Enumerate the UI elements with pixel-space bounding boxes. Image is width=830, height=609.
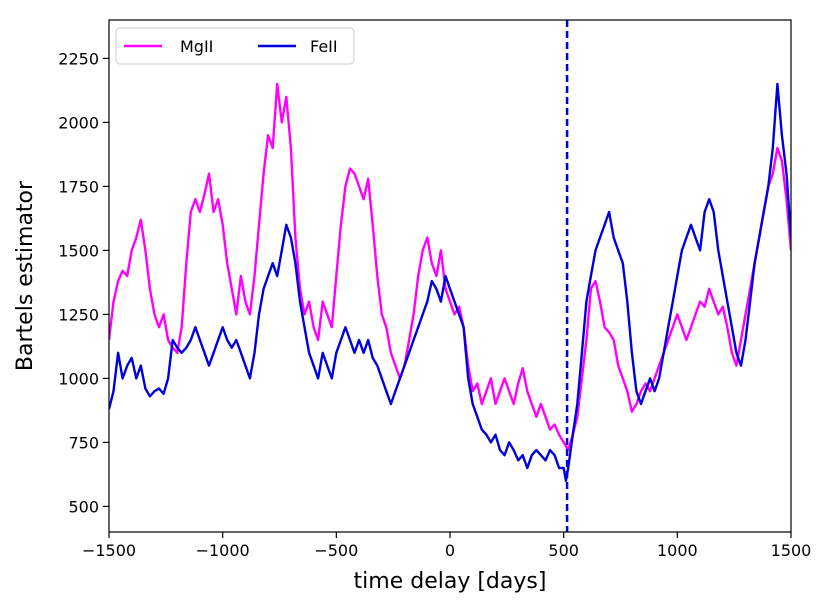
x-axis: −1500 −1000 −500 0 500 1000 1500 [82,532,811,560]
y-tick-label: 1250 [58,305,99,324]
y-tick-label: 750 [68,433,99,452]
x-axis-title: time delay [days] [354,569,547,594]
x-tick-label: −1000 [196,541,250,560]
series-line-feii [109,82,791,482]
legend-label-mgii: MgII [180,37,213,56]
y-axis-title: Bartels estimator [13,180,38,371]
y-tick-label: 500 [68,497,99,516]
legend-label-feii: FeII [310,37,338,56]
y-tick-label: 2250 [58,49,99,68]
legend: MgII FeII [115,27,355,65]
x-tick-label: 500 [548,541,579,560]
plot-frame [108,19,792,533]
y-axis: 500 750 1000 1250 1500 1750 2000 2250 [58,49,109,516]
x-tick-label: −1500 [82,541,136,560]
y-tick-label: 1000 [58,369,99,388]
legend-box [115,27,355,65]
x-tick-label: 1500 [771,541,812,560]
x-tick-label: −500 [314,541,358,560]
x-tick-label: 1000 [657,541,698,560]
x-tick-label: 0 [445,541,455,560]
y-tick-label: 2000 [58,113,99,132]
y-tick-label: 1500 [58,241,99,260]
y-tick-label: 1750 [58,177,99,196]
series-line-mgii [109,82,791,452]
series-layer [109,82,791,482]
